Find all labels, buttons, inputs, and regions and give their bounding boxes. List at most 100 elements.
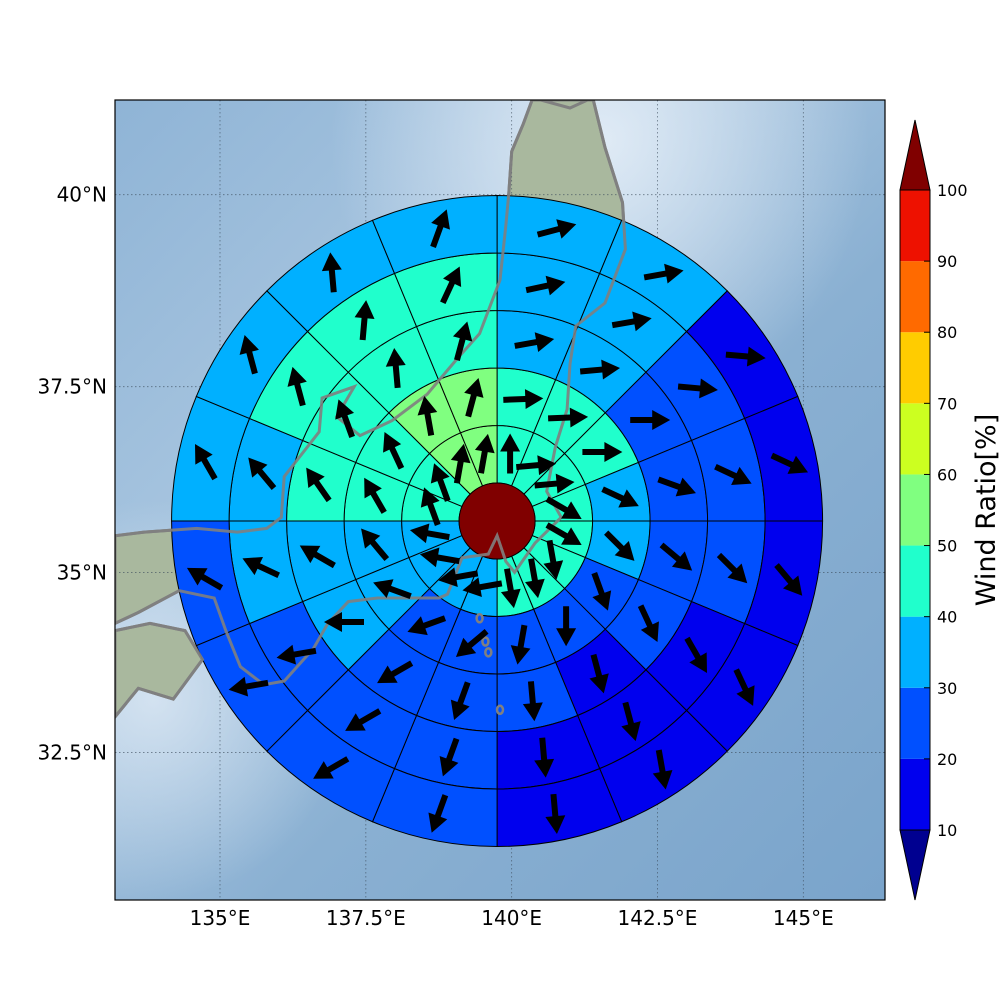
colorbar-tick-label: 40 xyxy=(937,608,957,627)
colorbar-frame xyxy=(899,189,931,831)
longitude-tick-label: 140°E xyxy=(481,906,542,930)
longitude-tick-label: 145°E xyxy=(773,906,834,930)
wind-arrow xyxy=(462,577,503,598)
latitude-tick-label: 32.5°N xyxy=(38,741,108,765)
wind-arrow xyxy=(407,615,447,636)
colorbar-bin xyxy=(900,190,930,262)
wind-arrow xyxy=(714,463,752,486)
wind-arrow xyxy=(516,455,557,476)
wind-arrow xyxy=(450,443,471,484)
wind-arrow xyxy=(589,653,609,694)
wind-arrow xyxy=(684,636,707,673)
map-frame xyxy=(114,99,886,901)
wind-arrow xyxy=(601,486,639,508)
latitude-tick-label: 35°N xyxy=(57,560,107,584)
colorbar-bin xyxy=(900,758,930,830)
wind-arrow xyxy=(428,794,449,833)
wind-arrow xyxy=(770,452,809,474)
wind-arrow xyxy=(385,347,406,389)
wind-arrow xyxy=(474,433,495,474)
wind-arrow xyxy=(364,477,387,514)
wind-arrow xyxy=(321,252,342,293)
longitude-tick-label: 142.5°E xyxy=(618,906,698,930)
wind-arrow xyxy=(313,756,350,779)
wind-arrow xyxy=(525,558,545,599)
wind-arrow xyxy=(582,442,623,462)
wind-arrow xyxy=(439,737,460,777)
wind-arrow xyxy=(383,432,405,470)
wind-arrow xyxy=(450,681,471,720)
colorbar-tick-label: 90 xyxy=(937,252,957,271)
wind-arrow xyxy=(725,346,766,367)
wind-arrow xyxy=(677,378,718,399)
land-hokkaido xyxy=(540,100,589,110)
coastline-shikoku xyxy=(115,621,205,720)
wind-arrow xyxy=(525,275,566,296)
coastline-overlay xyxy=(115,100,627,720)
wind-arrow xyxy=(409,523,450,544)
wind-arrow xyxy=(536,219,577,239)
map-area xyxy=(115,100,885,900)
wind-arrow xyxy=(430,209,450,248)
colorbar-tick-label: 50 xyxy=(937,537,957,556)
wind-arrow xyxy=(716,552,748,584)
wind-arrow xyxy=(534,473,575,494)
wind-arrow xyxy=(591,572,612,611)
wind-ratio-sectors xyxy=(171,195,824,848)
colorbar-tick-label: 80 xyxy=(937,323,957,342)
wind-arrow xyxy=(611,311,652,332)
colorbar-bin xyxy=(900,403,930,475)
wind-arrow xyxy=(579,359,621,380)
wind-arrow xyxy=(377,660,414,684)
wind-arrow xyxy=(361,528,390,562)
wind-arrow xyxy=(324,612,364,632)
latitude-axis: 32.5°N 35°N 37.5°N 40°N xyxy=(38,183,108,765)
wind-arrow xyxy=(195,444,218,481)
center-disc xyxy=(458,482,536,560)
wind-arrow xyxy=(306,467,332,503)
wind-arrow xyxy=(464,377,484,418)
wind-arrow xyxy=(545,522,582,545)
island-1 xyxy=(475,613,484,624)
longitude-tick-label: 137.5°E xyxy=(326,906,406,930)
latitude-tick-label: 40°N xyxy=(57,183,107,207)
wind-arrow xyxy=(276,644,317,665)
wind-arrow xyxy=(186,567,224,591)
wind-arrow xyxy=(354,300,375,341)
island-2 xyxy=(481,636,490,647)
colorbar-tick-label: 10 xyxy=(937,821,957,840)
colorbar-tick-label: 60 xyxy=(937,465,957,484)
colorbar-bin xyxy=(900,616,930,688)
wind-arrow xyxy=(438,567,479,588)
wind-arrow xyxy=(373,579,412,599)
colorbar-bin xyxy=(900,687,930,759)
colorbar-tick-label: 70 xyxy=(937,394,957,413)
wind-arrow xyxy=(228,676,269,697)
latitude-tick-label: 37.5°N xyxy=(38,375,108,399)
wind-arrow xyxy=(242,556,280,579)
wind-direction-arrows xyxy=(186,209,809,835)
wind-arrow xyxy=(556,606,577,647)
wind-arrow xyxy=(335,399,355,438)
wind-arrow xyxy=(440,266,462,304)
colorbar-bin xyxy=(900,332,930,404)
wind-arrow xyxy=(500,433,521,474)
wind-arrow xyxy=(503,389,544,410)
longitude-axis: 135°E 137.5°E 140°E 142.5°E 145°E xyxy=(190,906,834,930)
longitude-tick-label: 135°E xyxy=(190,906,251,930)
wind-arrow xyxy=(733,668,755,706)
wind-arrow xyxy=(500,568,521,609)
colorbar: 10 20 30 40 50 60 70 80 90 100 xyxy=(899,119,968,901)
island-3 xyxy=(484,647,493,658)
wind-arrow xyxy=(248,457,277,491)
colorbar-tick-label: 20 xyxy=(937,750,957,769)
wind-arrow xyxy=(430,463,451,502)
wind-arrow xyxy=(419,547,460,568)
wind-arrow xyxy=(522,681,543,722)
colorbar-tick-label: 30 xyxy=(937,679,957,698)
wind-arrow xyxy=(659,542,693,571)
wind-arrow xyxy=(630,410,671,430)
colorbar-over-arrow xyxy=(899,119,931,191)
wind-arrow xyxy=(452,321,473,361)
